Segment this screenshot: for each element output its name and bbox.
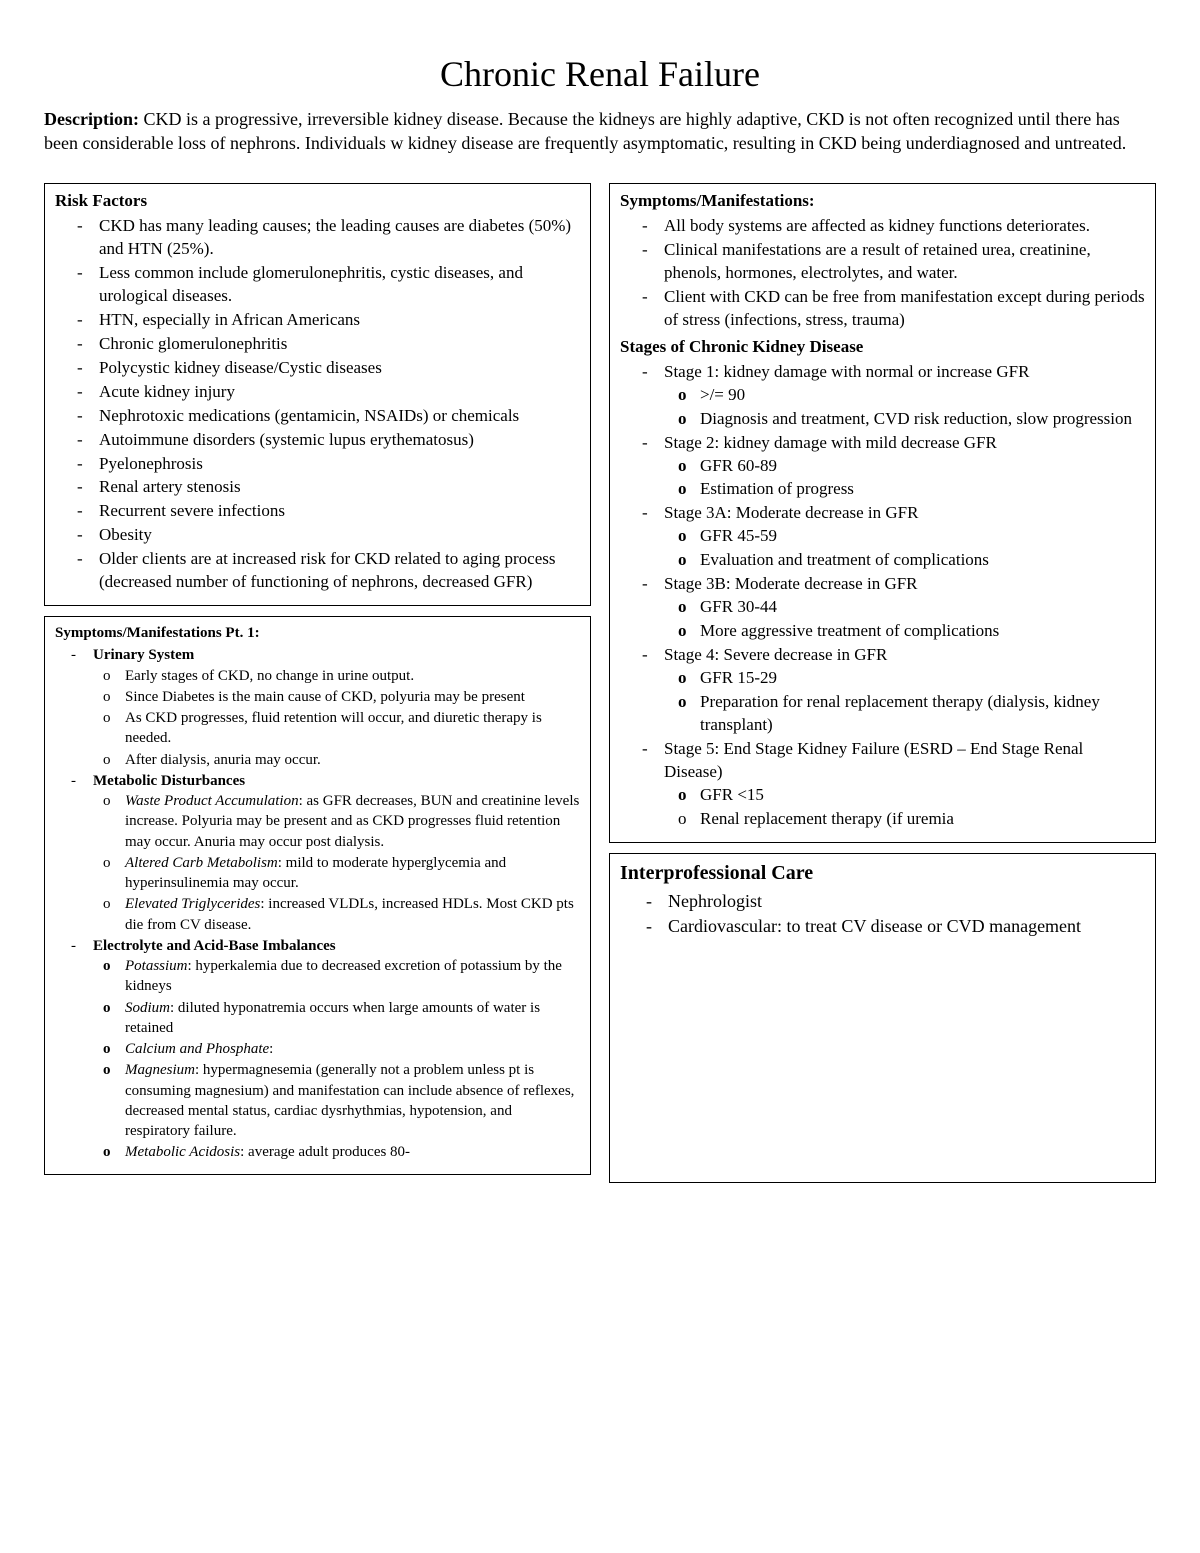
risk-item: Renal artery stenosis: [99, 476, 580, 499]
stage-subitem: Estimation of progress: [700, 478, 1145, 501]
stage-sublist: GFR 45-59Evaluation and treatment of com…: [664, 525, 1145, 572]
interprofessional-care-box: Interprofessional Care NephrologistCardi…: [609, 853, 1156, 1183]
risk-item: Chronic glomerulonephritis: [99, 333, 580, 356]
care-item: Nephrologist: [668, 889, 1145, 913]
metabolic-item: Altered Carb Metabolism: mild to moderat…: [125, 853, 580, 894]
description-text: CKD is a progressive, irreversible kidne…: [44, 109, 1126, 153]
electrolyte-item: Calcium and Phosphate:: [125, 1039, 580, 1059]
stage-item: Stage 3B: Moderate decrease in GFRGFR 30…: [664, 573, 1145, 643]
metabolic-section: Metabolic Disturbances Waste Product Acc…: [93, 771, 580, 935]
stage-subitem: Preparation for renal replacement therap…: [700, 691, 1145, 737]
risk-item: Polycystic kidney disease/Cystic disease…: [99, 357, 580, 380]
stage-subitem: More aggressive treatment of complicatio…: [700, 620, 1145, 643]
stage-subitem: Diagnosis and treatment, CVD risk reduct…: [700, 408, 1145, 431]
stage-subitem: Evaluation and treatment of complication…: [700, 549, 1145, 572]
risk-item: Pyelonephrosis: [99, 453, 580, 476]
manifest-list: All body systems are affected as kidney …: [620, 215, 1145, 332]
stage-sublist: GFR 30-44More aggressive treatment of co…: [664, 596, 1145, 643]
risk-item: Older clients are at increased risk for …: [99, 548, 580, 594]
risk-item: Nephrotoxic medications (gentamicin, NSA…: [99, 405, 580, 428]
electrolyte-list: Potassium: hyperkalemia due to decreased…: [93, 956, 580, 1163]
description-label: Description:: [44, 109, 139, 129]
stage-subitem: GFR 60-89: [700, 455, 1145, 478]
stage-subitem: GFR 15-29: [700, 667, 1145, 690]
risk-item: Recurrent severe infections: [99, 500, 580, 523]
description-block: Description: CKD is a progressive, irrev…: [44, 107, 1156, 156]
page-title: Chronic Renal Failure: [44, 50, 1156, 99]
urinary-item: After dialysis, anuria may occur.: [125, 750, 580, 770]
metabolic-label: Metabolic Disturbances: [93, 773, 245, 789]
electrolyte-item: Sodium: diluted hyponatremia occurs when…: [125, 998, 580, 1039]
risk-item: Acute kidney injury: [99, 381, 580, 404]
stages-heading: Stages of Chronic Kidney Disease: [620, 336, 1145, 359]
electrolyte-label: Electrolyte and Acid-Base Imbalances: [93, 938, 336, 954]
stage-subitem: GFR <15: [700, 784, 1145, 807]
risk-factors-box: Risk Factors CKD has many leading causes…: [44, 183, 591, 606]
manifest-item: All body systems are affected as kidney …: [664, 215, 1145, 238]
stages-list: Stage 1: kidney damage with normal or in…: [620, 361, 1145, 831]
electrolyte-item: Potassium: hyperkalemia due to decreased…: [125, 956, 580, 997]
stage-sublist: >/= 90Diagnosis and treatment, CVD risk …: [664, 384, 1145, 431]
stage-sublist: GFR <15Renal replacement therapy (if ure…: [664, 784, 1145, 831]
columns: Risk Factors CKD has many leading causes…: [44, 183, 1156, 1182]
urinary-label: Urinary System: [93, 647, 194, 663]
stage-item: Stage 2: kidney damage with mild decreas…: [664, 432, 1145, 502]
metabolic-item: Waste Product Accumulation: as GFR decre…: [125, 791, 580, 852]
care-list: NephrologistCardiovascular: to treat CV …: [620, 889, 1145, 939]
stage-item: Stage 1: kidney damage with normal or in…: [664, 361, 1145, 431]
care-heading: Interprofessional Care: [620, 860, 1145, 887]
electrolyte-section: Electrolyte and Acid-Base Imbalances Pot…: [93, 936, 580, 1163]
electrolyte-item: Magnesium: hypermagnesemia (generally no…: [125, 1060, 580, 1141]
symptoms-pt1-heading: Symptoms/Manifestations Pt. 1:: [55, 623, 580, 643]
stage-sublist: GFR 15-29Preparation for renal replaceme…: [664, 667, 1145, 737]
stage-subitem: >/= 90: [700, 384, 1145, 407]
stage-item: Stage 3A: Moderate decrease in GFRGFR 45…: [664, 502, 1145, 572]
risk-item: HTN, especially in African Americans: [99, 309, 580, 332]
risk-item: Obesity: [99, 524, 580, 547]
urinary-item: Since Diabetes is the main cause of CKD,…: [125, 687, 580, 707]
urinary-section: Urinary System Early stages of CKD, no c…: [93, 645, 580, 770]
metabolic-list: Waste Product Accumulation: as GFR decre…: [93, 791, 580, 935]
risk-item: Less common include glomerulonephritis, …: [99, 262, 580, 308]
stage-subitem: GFR 45-59: [700, 525, 1145, 548]
right-column: Symptoms/Manifestations: All body system…: [609, 183, 1156, 1182]
left-column: Risk Factors CKD has many leading causes…: [44, 183, 591, 1182]
stage-subitem: Renal replacement therapy (if uremia: [700, 808, 1145, 831]
stage-item: Stage 5: End Stage Kidney Failure (ESRD …: [664, 738, 1145, 831]
care-item: Cardiovascular: to treat CV disease or C…: [668, 914, 1145, 938]
stage-item: Stage 4: Severe decrease in GFRGFR 15-29…: [664, 644, 1145, 737]
stage-sublist: GFR 60-89Estimation of progress: [664, 455, 1145, 502]
risk-heading: Risk Factors: [55, 190, 580, 213]
urinary-item: Early stages of CKD, no change in urine …: [125, 666, 580, 686]
electrolyte-item: Metabolic Acidosis: average adult produc…: [125, 1142, 580, 1162]
manifest-heading: Symptoms/Manifestations:: [620, 190, 1145, 213]
urinary-list: Early stages of CKD, no change in urine …: [93, 666, 580, 770]
symptoms-pt1-box: Symptoms/Manifestations Pt. 1: Urinary S…: [44, 616, 591, 1175]
urinary-item: As CKD progresses, fluid retention will …: [125, 708, 580, 749]
risk-item: Autoimmune disorders (systemic lupus ery…: [99, 429, 580, 452]
risk-list: CKD has many leading causes; the leading…: [55, 215, 580, 594]
manifest-item: Client with CKD can be free from manifes…: [664, 286, 1145, 332]
symptoms-manifest-box: Symptoms/Manifestations: All body system…: [609, 183, 1156, 842]
symptoms-pt1-list: Urinary System Early stages of CKD, no c…: [55, 645, 580, 1162]
stage-subitem: GFR 30-44: [700, 596, 1145, 619]
metabolic-item: Elevated Triglycerides: increased VLDLs,…: [125, 894, 580, 935]
risk-item: CKD has many leading causes; the leading…: [99, 215, 580, 261]
manifest-item: Clinical manifestations are a result of …: [664, 239, 1145, 285]
